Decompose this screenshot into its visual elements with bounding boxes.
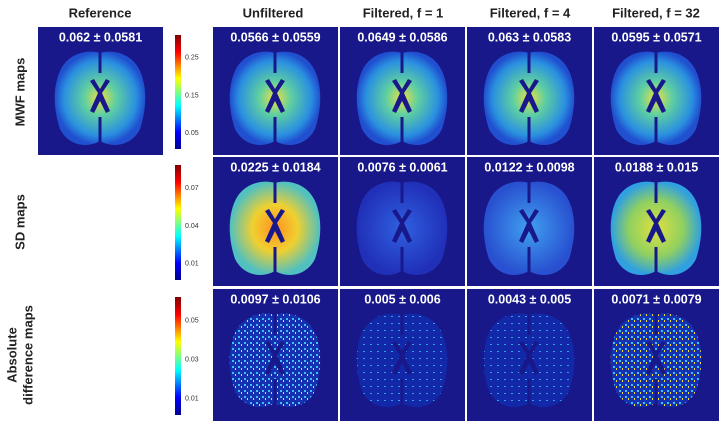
map-panel: 0.0122 ± 0.0098	[467, 157, 592, 286]
midline	[528, 179, 531, 203]
midline	[274, 311, 277, 335]
midline	[401, 49, 404, 73]
colorbar-tick-label: 0.03	[185, 356, 199, 363]
map-panel: 0.063 ± 0.0583	[467, 27, 592, 155]
map-panel: 0.0649 ± 0.0586	[340, 27, 465, 155]
midline	[274, 179, 277, 203]
midline	[401, 311, 404, 335]
map-panel: 0.0188 ± 0.015	[594, 157, 719, 286]
midline	[655, 179, 658, 203]
midline	[655, 311, 658, 335]
colorbar	[175, 297, 181, 415]
map-panel: 0.005 ± 0.006	[340, 289, 465, 421]
panel-stat: 0.0188 ± 0.015	[615, 160, 698, 174]
panel-stat: 0.0595 ± 0.0571	[611, 30, 701, 44]
column-header: Filtered, f = 4	[490, 5, 571, 20]
panel-stat: 0.0225 ± 0.0184	[230, 160, 320, 174]
colorbar-tick-label: 0.07	[185, 185, 199, 192]
map-panel: 0.0566 ± 0.0559	[213, 27, 338, 155]
panel-stat: 0.0043 ± 0.005	[488, 292, 571, 306]
panel-stat: 0.0566 ± 0.0559	[230, 30, 320, 44]
midline	[655, 117, 658, 145]
midline	[655, 379, 658, 407]
column-header: Unfiltered	[243, 5, 304, 20]
map-panel: 0.062 ± 0.0581	[38, 27, 163, 155]
midline	[274, 379, 277, 407]
row-label: MWF maps	[12, 58, 27, 127]
panel-stat: 0.0097 ± 0.0106	[230, 292, 320, 306]
map-panel: 0.0071 ± 0.0079	[594, 289, 719, 421]
figure: Reference Unfiltered Filtered, f = 1 Filter…	[0, 0, 724, 423]
colorbar-tick-label: 0.05	[185, 130, 199, 137]
row-label: Absolute	[4, 327, 19, 383]
panel-stat: 0.0649 ± 0.0586	[357, 30, 447, 44]
map-panel: 0.0076 ± 0.0061	[340, 157, 465, 286]
column-header: Filtered, f = 1	[363, 5, 444, 20]
panel-stat: 0.0071 ± 0.0079	[611, 292, 701, 306]
map-panel: 0.0595 ± 0.0571	[594, 27, 719, 155]
colorbar-tick-label: 0.01	[185, 261, 199, 268]
midline	[528, 311, 531, 335]
midline	[655, 247, 658, 275]
column-header: Filtered, f = 32	[612, 5, 700, 20]
midline	[274, 49, 277, 73]
midline	[99, 49, 102, 73]
midline	[528, 49, 531, 73]
colorbar-tick-label: 0.15	[185, 92, 199, 99]
midline	[401, 247, 404, 275]
panel-stat: 0.005 ± 0.006	[364, 292, 440, 306]
colorbar-tick-label: 0.01	[185, 395, 199, 402]
midline	[401, 117, 404, 145]
colorbar-tick-label: 0.04	[185, 223, 199, 230]
row-label: SD maps	[12, 194, 27, 250]
panel-stat: 0.062 ± 0.0581	[59, 30, 142, 44]
midline	[401, 379, 404, 407]
map-panel: 0.0225 ± 0.0184	[213, 157, 338, 286]
column-header: Reference	[69, 5, 132, 20]
map-panel: 0.0097 ± 0.0106	[213, 289, 338, 421]
panel-stat: 0.063 ± 0.0583	[488, 30, 571, 44]
grid: Reference Unfiltered Filtered, f = 1 Filter…	[4, 5, 719, 421]
midline	[274, 117, 277, 145]
midline	[99, 117, 102, 145]
midline	[401, 179, 404, 203]
row-label: difference maps	[20, 305, 35, 405]
midline	[528, 117, 531, 145]
midline	[528, 247, 531, 275]
colorbar	[175, 165, 181, 280]
midline	[274, 247, 277, 275]
midline	[655, 49, 658, 73]
colorbar-tick-label: 0.05	[185, 317, 199, 324]
colorbar	[175, 35, 181, 149]
colorbar-tick-label: 0.25	[185, 55, 199, 62]
midline	[528, 379, 531, 407]
panel-stat: 0.0076 ± 0.0061	[357, 160, 447, 174]
map-panel: 0.0043 ± 0.005	[467, 289, 592, 421]
panel-stat: 0.0122 ± 0.0098	[484, 160, 574, 174]
